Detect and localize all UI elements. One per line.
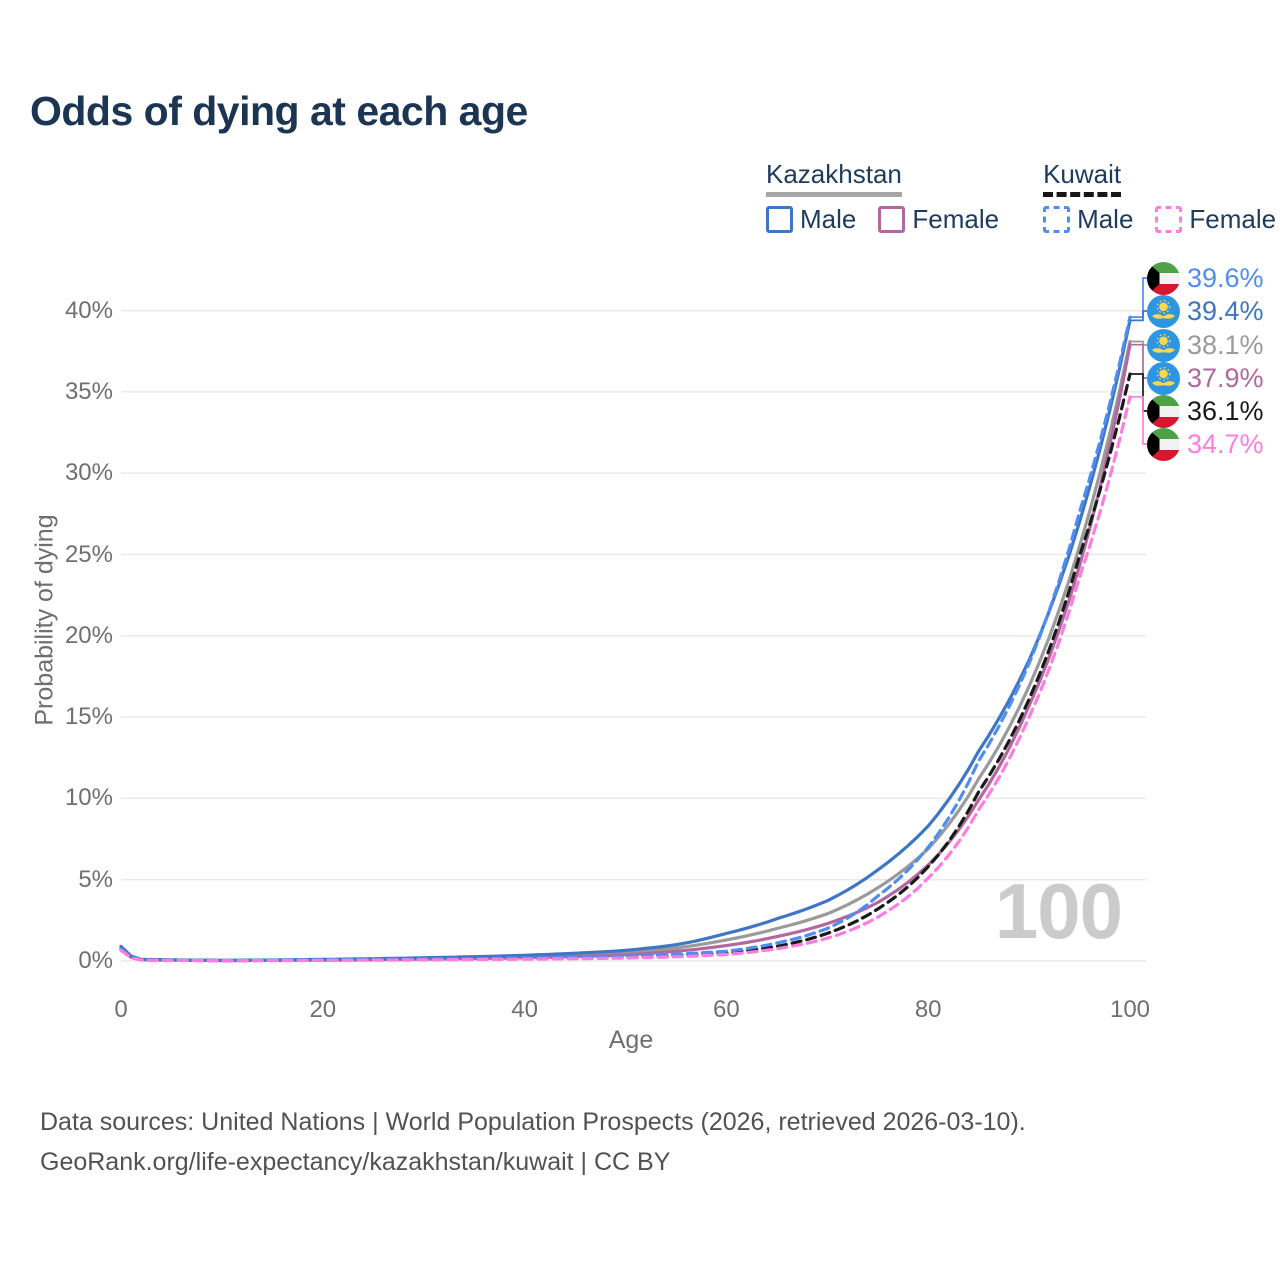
footer: Data sources: United Nations | World Pop… [40, 1102, 1026, 1182]
y-tick-label: 30% [64, 459, 113, 487]
legend-group-kuwait: Kuwait Male Female [1043, 160, 1276, 233]
x-tick-label: 60 [713, 996, 740, 1023]
legend-row-kazakhstan: Male Female [766, 204, 1000, 235]
x-tick-label: 20 [309, 996, 337, 1023]
legend-item-kazakhstan-male[interactable]: Male [766, 204, 857, 235]
series-line-kz-female [119, 343, 1132, 963]
legend-item-label: Male [800, 204, 857, 235]
end-label-value: 39.4% [1187, 295, 1264, 326]
end-label-kazakhstan-both-sexes: 38.1% [1147, 328, 1264, 362]
leader-line-kw-both [1130, 373, 1147, 412]
leader-line-kz-male [1130, 310, 1147, 322]
end-label-value: 36.1% [1187, 395, 1264, 426]
end-label-value: 39.6% [1187, 262, 1264, 293]
legend-group-kazakhstan: Kazakhstan Male Female [766, 160, 999, 233]
y-tick-label: 5% [78, 865, 113, 893]
x-tick-label: 40 [511, 996, 538, 1023]
footer-sources-line: Data sources: United Nations | World Pop… [40, 1108, 1026, 1136]
series-line-kz-both [119, 339, 1132, 963]
y-tick-label: 40% [64, 296, 113, 324]
legend-country-kuwait: Kuwait [1043, 160, 1122, 197]
leader-line-kw-female [1130, 395, 1147, 445]
kuwait-male-checkbox-icon[interactable] [1043, 205, 1071, 233]
x-tick-label: 0 [114, 996, 128, 1023]
kazakhstan-flag-icon [1147, 294, 1180, 328]
y-tick-label: 0% [78, 947, 113, 974]
kazakhstan-male-checkbox-icon[interactable] [766, 205, 793, 233]
kazakhstan-flag-icon [1147, 361, 1180, 395]
kuwait-female-checkbox-icon[interactable] [1155, 205, 1183, 233]
legend-item-kuwait-male[interactable]: Male [1043, 204, 1134, 235]
x-tick-label: 100 [1109, 996, 1151, 1023]
y-tick-label: 25% [64, 540, 113, 568]
age-counter-watermark: 100 [994, 867, 1123, 955]
y-tick-label: 20% [64, 621, 113, 649]
leader-line-kz-both [1130, 340, 1147, 346]
kuwait-flag-icon [1147, 261, 1180, 295]
series-line-kw-both [119, 372, 1132, 963]
end-label-value: 34.7% [1187, 428, 1264, 459]
kazakhstan-female-checkbox-icon[interactable] [878, 205, 906, 233]
series-line-kw-male [119, 315, 1132, 963]
footer-attribution-line: GeoRank.org/life-expectancy/kazakhstan/k… [40, 1148, 671, 1176]
end-label-kuwait-male: 39.6% [1147, 261, 1264, 295]
legend-row-kuwait: Male Female [1043, 204, 1277, 235]
legend: Kazakhstan Male Female Kuwait Male Femal… [766, 160, 1276, 233]
kuwait-flag-icon [1147, 394, 1180, 428]
end-label-kuwait-female: 34.7% [1147, 427, 1264, 461]
y-tick-label: 10% [64, 784, 113, 812]
kuwait-flag-icon [1147, 427, 1180, 461]
end-label-value: 38.1% [1187, 329, 1264, 360]
series-line-kz-male [119, 318, 1132, 962]
page-title: Odds of dying at each age [30, 88, 528, 134]
legend-item-label: Female [1189, 204, 1277, 235]
legend-item-label: Female [912, 204, 1000, 235]
y-tick-label: 15% [64, 703, 113, 731]
y-tick-label: 35% [64, 377, 113, 405]
end-label-kuwait-both-sexes: 36.1% [1147, 394, 1264, 428]
legend-country-kazakhstan: Kazakhstan [766, 160, 902, 197]
legend-item-kazakhstan-female[interactable]: Female [878, 204, 1000, 235]
legend-item-label: Male [1077, 204, 1134, 235]
y-axis-title: Probability of dying [30, 514, 59, 726]
kazakhstan-flag-icon [1147, 328, 1180, 362]
x-axis-title: Age [608, 1026, 654, 1054]
end-label-value: 37.9% [1187, 362, 1264, 393]
end-label-kazakhstan-male: 39.4% [1147, 294, 1264, 328]
x-tick-label: 80 [914, 996, 942, 1023]
legend-item-kuwait-female[interactable]: Female [1155, 204, 1277, 235]
leader-line-kz-female [1130, 343, 1147, 379]
series-line-kw-female [119, 395, 1132, 963]
end-label-kazakhstan-female: 37.9% [1147, 361, 1264, 395]
leader-line-kw-male [1130, 277, 1147, 318]
